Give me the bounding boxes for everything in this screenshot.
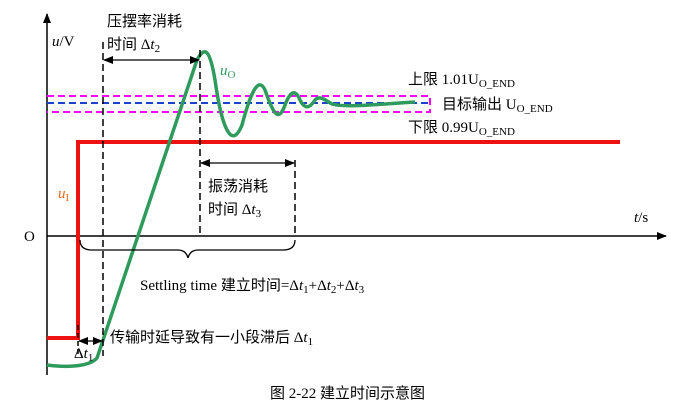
text-part: Settling time 建立时间=Δ xyxy=(140,277,299,294)
text-part: t xyxy=(150,37,155,53)
text-part: 2 xyxy=(331,284,337,296)
ringing-label: 振荡消耗 xyxy=(208,178,268,195)
text-part: 1 xyxy=(303,284,309,296)
output-curve xyxy=(46,50,416,369)
text-part: 3 xyxy=(256,208,262,220)
text-part: 3 xyxy=(359,284,365,296)
x-axis-label: t/s xyxy=(634,210,648,226)
text-part: 2 xyxy=(155,43,161,55)
text-part: 下限 0.99U xyxy=(408,119,479,136)
text-part: 传输时延导致有一小段滞后 Δ xyxy=(110,329,304,346)
text-part: t xyxy=(251,202,256,218)
text-part: u xyxy=(58,186,66,202)
input-label: uI xyxy=(58,186,70,204)
text-part: t xyxy=(634,210,639,226)
text-part: t xyxy=(303,330,308,346)
text-part: O_END xyxy=(479,78,515,90)
slew-label: 时间 Δt2 xyxy=(107,36,160,55)
settling-label: Settling time 建立时间=Δt1+Δt2+Δt3 xyxy=(140,277,365,296)
delay-label: 传输时延导致有一小段滞后 Δt1 xyxy=(110,329,313,348)
text-part: Δ xyxy=(74,346,84,362)
y-axis-label: u/V xyxy=(52,34,75,50)
text-part: u xyxy=(52,34,60,50)
text-part: 1 xyxy=(308,336,314,348)
text-part: 1 xyxy=(88,352,94,364)
text-part: /V xyxy=(60,34,75,50)
upper-label: 上限 1.01UO_END xyxy=(408,71,515,90)
text-part: O_END xyxy=(479,126,515,138)
slew-label: 压摆率消耗 xyxy=(107,13,182,30)
text-part: +Δ xyxy=(336,278,354,294)
ringing-label: 时间 Δt3 xyxy=(208,201,262,220)
text-part: 时间 Δ xyxy=(208,201,252,218)
target-label: 目标输出 UO_END xyxy=(442,96,553,115)
caption: 图 2-22 建立时间示意图 xyxy=(270,384,425,402)
text-part: t xyxy=(84,346,89,362)
text-part: O xyxy=(228,69,236,81)
input-step xyxy=(47,140,620,340)
text-part: /s xyxy=(638,210,648,226)
text-part: t xyxy=(299,278,304,294)
text-part: t xyxy=(327,278,332,294)
text-part: +Δ xyxy=(309,278,327,294)
text-part: O_END xyxy=(517,103,553,115)
text-part: 时间 Δ xyxy=(107,36,151,53)
text-part: t xyxy=(355,278,360,294)
origin-label: O xyxy=(24,229,35,245)
text-part: u xyxy=(220,63,228,79)
text-part: 目标输出 U xyxy=(442,96,517,113)
lower-label: 下限 0.99UO_END xyxy=(408,119,515,138)
delay-short-label: Δt1 xyxy=(74,346,93,364)
settling-brace xyxy=(79,239,296,259)
text-part: 上限 1.01U xyxy=(408,71,479,88)
text-part: I xyxy=(66,192,70,204)
output-label: uO xyxy=(220,63,236,81)
upper-limit xyxy=(47,95,431,113)
